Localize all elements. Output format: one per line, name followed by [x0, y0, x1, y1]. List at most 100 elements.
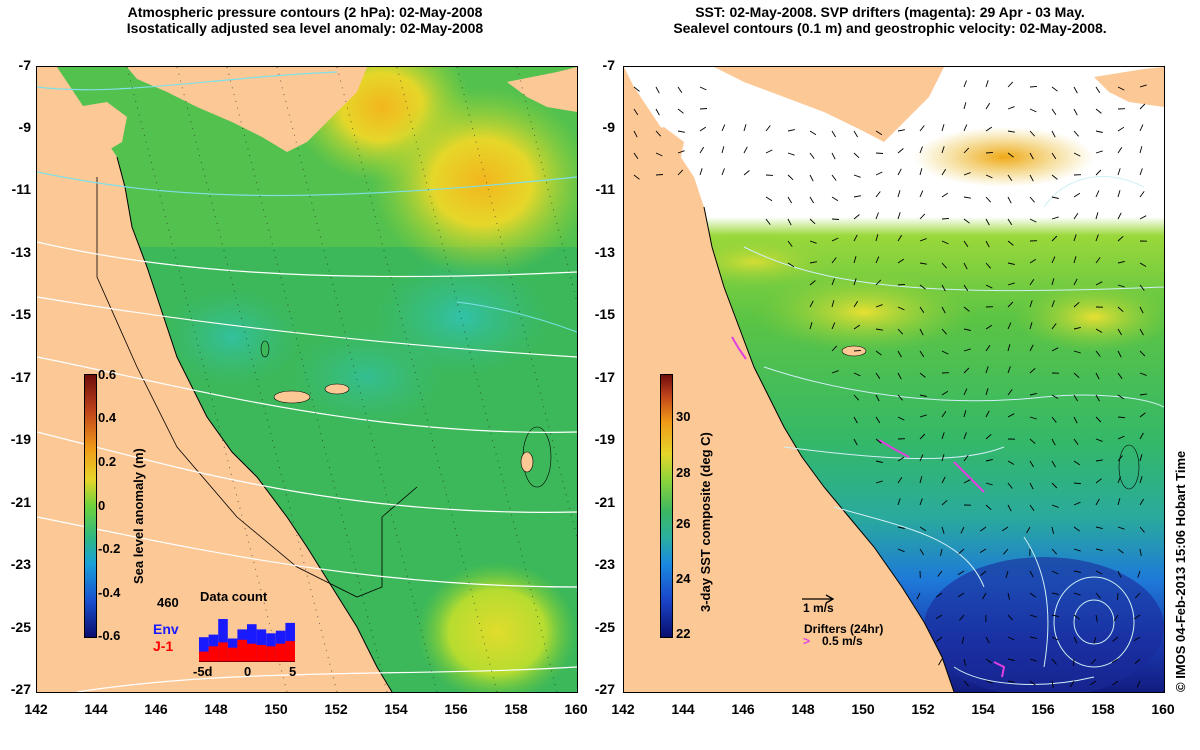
- right-x-tick: 142: [611, 701, 635, 717]
- velocity-arrow: [743, 146, 748, 154]
- velocity-arrow: [1051, 347, 1059, 352]
- velocity-arrow: [1093, 636, 1097, 644]
- credit-text: © IMOS 04-Feb-2013 15:06 Hobart Time: [1173, 450, 1188, 692]
- velocity-arrow: [919, 284, 926, 290]
- velocity-arrow: [963, 306, 970, 312]
- left-x-tick: 144: [84, 701, 108, 717]
- velocity-arrow: [897, 476, 903, 484]
- velocity-arrow: [1051, 152, 1057, 160]
- velocity-arrow: [1117, 126, 1125, 132]
- velocity-arrow: [963, 196, 971, 199]
- velocity-arrow: [1051, 174, 1058, 180]
- velocity-arrow: [897, 148, 904, 154]
- velocity-arrow: [1073, 501, 1081, 506]
- velocity-arrow: [853, 324, 861, 330]
- left-colorbar-tick: 0.2: [98, 454, 117, 469]
- velocity-arrow: [985, 458, 993, 462]
- velocity-arrow: [1139, 168, 1143, 176]
- velocity-arrow: [853, 130, 858, 138]
- velocity-arrow: [699, 108, 708, 110]
- velocity-arrow: [1111, 658, 1119, 663]
- velocity-arrow: [1051, 460, 1056, 468]
- velocity-arrow: [1095, 498, 1100, 506]
- velocity-arrow: [963, 240, 969, 248]
- velocity-arrow: [1133, 614, 1141, 620]
- velocity-arrow: [980, 570, 987, 576]
- velocity-arrow: [1007, 322, 1012, 330]
- velocity-arrow: [1095, 478, 1102, 484]
- velocity-arrow: [1029, 85, 1038, 88]
- legend-env: Env: [153, 621, 179, 637]
- velocity-arrow: [985, 196, 992, 203]
- data-count-title: Data count: [200, 589, 268, 604]
- velocity-arrow: [941, 192, 949, 198]
- velocity-arrow: [633, 86, 640, 92]
- velocity-arrow: [1051, 614, 1059, 618]
- count-bar-j1: [266, 646, 276, 662]
- velocity-arrow: [919, 328, 924, 336]
- velocity-arrow: [1095, 394, 1100, 402]
- data-count-max: 460: [157, 595, 179, 610]
- velocity-arrow: [897, 129, 905, 132]
- velocity-arrow: [1139, 84, 1147, 88]
- left-x-tick: 156: [444, 701, 468, 717]
- velocity-arrow: [919, 414, 927, 418]
- velocity-arrow: [699, 168, 703, 176]
- velocity-arrow: [1029, 416, 1037, 420]
- left-y-tick: -23: [10, 556, 31, 572]
- velocity-arrow: [1007, 482, 1013, 489]
- velocity-arrow: [1029, 174, 1034, 182]
- left-y-tick: -9: [18, 119, 31, 135]
- velocity-arrow: [897, 190, 901, 198]
- velocity-arrow: [1139, 454, 1143, 462]
- velocity-arrow: [959, 614, 965, 621]
- drifters-legend-arrow: >: [803, 634, 811, 648]
- velocity-arrow: [960, 526, 965, 534]
- velocity-arrow: [985, 218, 990, 226]
- velocity-arrow: [1051, 504, 1059, 508]
- velocity-arrow: [1007, 504, 1012, 512]
- velocity-arrow: [1051, 323, 1057, 330]
- velocity-arrow: [985, 344, 991, 352]
- count-bar-j1: [256, 645, 267, 662]
- velocity-arrow: [897, 498, 901, 506]
- right-x-tick: 144: [671, 701, 695, 717]
- velocity-arrow: [721, 146, 725, 154]
- velocity-arrow: [1029, 460, 1034, 468]
- velocity-arrow: [1073, 192, 1081, 198]
- velocity-arrow: [897, 168, 902, 176]
- velocity-arrow: [919, 433, 926, 440]
- velocity-arrow: [1029, 300, 1033, 308]
- velocity-arrow: [941, 499, 948, 506]
- velocity-arrow: [1007, 413, 1015, 418]
- velocity-arrow: [1139, 306, 1144, 314]
- velocity-arrow: [1073, 482, 1082, 485]
- velocity-arrow: [1029, 680, 1036, 686]
- velocity-arrow: [1117, 235, 1124, 242]
- velocity-arrow: [1073, 350, 1081, 354]
- velocity-arrow: [831, 257, 837, 264]
- velocity-arrow: [1073, 394, 1078, 402]
- velocity-arrow: [809, 196, 814, 204]
- velocity-arrow: [1051, 300, 1055, 308]
- right-x-tick: 154: [971, 701, 995, 717]
- velocity-arrow: [677, 108, 684, 114]
- velocity-arrow: [1007, 262, 1015, 265]
- right-x-tick: 150: [851, 701, 875, 717]
- velocity-arrow: [699, 126, 707, 132]
- velocity-arrow: [787, 262, 795, 268]
- velocity-arrow: [1137, 570, 1141, 578]
- velocity-arrow: [919, 168, 923, 176]
- velocity-arrow: [897, 526, 905, 529]
- velocity-arrow: [919, 306, 925, 314]
- velocity-arrow: [1117, 570, 1122, 578]
- velocity-arrow: [941, 328, 947, 335]
- left-map: [36, 66, 578, 693]
- velocity-arrow: [1139, 476, 1143, 484]
- velocity-arrow: [1005, 570, 1009, 578]
- right-x-tick: 148: [791, 701, 815, 717]
- drifters-legend-title: Drifters (24hr): [804, 622, 884, 636]
- velocity-arrow: [831, 237, 839, 242]
- velocity-arrow: [875, 304, 883, 308]
- velocity-arrow: [1029, 392, 1037, 396]
